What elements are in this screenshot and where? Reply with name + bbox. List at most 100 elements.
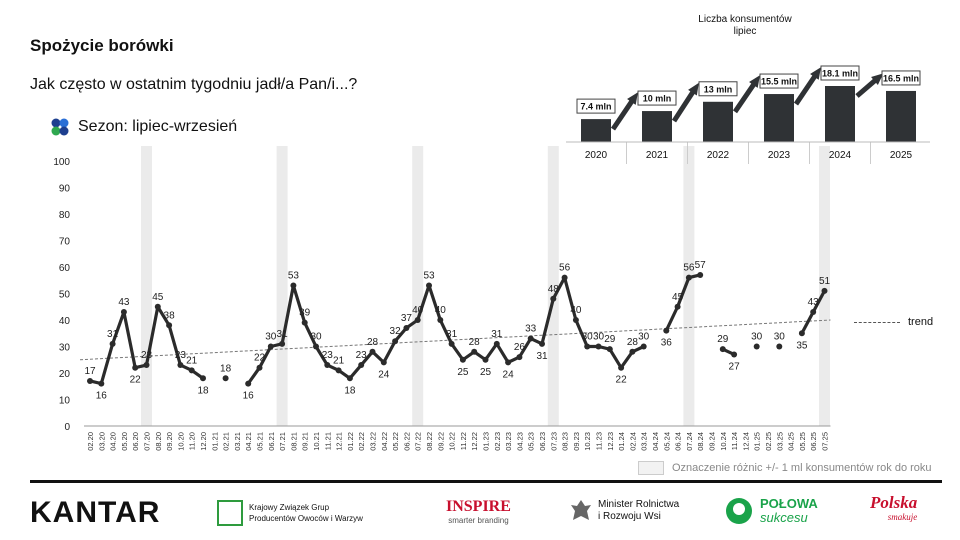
inset-bar-value: 18.1 mln	[822, 69, 858, 79]
x-tick-label: 05.25	[798, 432, 807, 451]
y-tick-label: 30	[59, 343, 71, 354]
trend-legend-line	[854, 321, 900, 323]
data-label: 40	[435, 305, 447, 316]
x-tick-label: 05.24	[662, 432, 671, 451]
x-tick-label: 10.20	[176, 432, 185, 451]
x-tick-label: 01.25	[753, 432, 762, 451]
x-tick-label: 06.23	[538, 432, 547, 451]
inset-bar-label-box	[881, 70, 921, 86]
inset-category-label: 2020	[585, 150, 608, 161]
data-label: 31	[107, 329, 119, 340]
data-label: 53	[423, 271, 435, 282]
data-point	[380, 359, 387, 366]
highlight-legend-label: Oznaczenie różnic +/- 1 ml konsumentów r…	[672, 462, 932, 474]
x-tick-label: 01.24	[617, 432, 626, 451]
data-point	[313, 343, 319, 350]
data-label: 31	[491, 329, 503, 340]
page-title: Spożycie borówki	[30, 36, 174, 55]
inset-bar	[886, 90, 916, 142]
inset-bar-value: 7.4 mln	[580, 102, 611, 112]
x-tick-label: 04.24	[651, 432, 660, 451]
x-tick-label: 02.24	[628, 432, 637, 451]
data-label: 30	[774, 332, 786, 343]
data-point	[335, 367, 342, 374]
data-point	[392, 338, 399, 345]
x-tick-label: 08.21	[289, 432, 298, 451]
data-point	[629, 348, 636, 355]
inspire-logo: INSPIRE smarter branding	[446, 498, 511, 525]
data-point	[87, 377, 93, 384]
kzg-line1: Krajowy Związek Grup	[249, 503, 330, 512]
y-tick-label: 50	[59, 290, 71, 301]
inset-arrow-head	[749, 75, 760, 88]
inset-arrow-shaft	[793, 71, 820, 106]
y-tick-label: 90	[59, 184, 71, 195]
inset-category-label: 2023	[768, 150, 791, 161]
x-tick-label: 08.22	[425, 432, 434, 451]
data-point	[674, 303, 681, 310]
x-tick-label: 02.21	[222, 432, 231, 451]
data-label: 21	[186, 355, 198, 366]
data-label: 57	[695, 260, 707, 271]
data-point	[222, 375, 229, 382]
inset-arrow-shaft	[610, 96, 637, 131]
data-label: 23	[141, 350, 153, 361]
data-label: 40	[570, 305, 582, 316]
inset-bar-value: 15.5 mln	[761, 77, 797, 87]
data-point	[561, 274, 568, 281]
inset-category-label: 2022	[707, 150, 730, 161]
data-label: 33	[525, 324, 537, 335]
data-point	[482, 356, 489, 363]
data-point	[143, 362, 150, 369]
data-label: 30	[638, 332, 650, 343]
y-tick-label: 40	[59, 316, 71, 327]
x-tick-label: 03.20	[97, 432, 106, 451]
data-label: 25	[457, 367, 469, 378]
data-point	[109, 340, 116, 347]
x-tick-label: 11.21	[323, 432, 332, 450]
data-label: 51	[819, 276, 831, 287]
data-point	[279, 340, 286, 347]
data-label: 22	[130, 375, 142, 386]
data-point	[584, 343, 591, 350]
blueberry-icon	[51, 118, 69, 136]
x-tick-label: 09.22	[436, 432, 445, 451]
polowa-line2: sukcesu	[760, 510, 808, 525]
data-point	[527, 335, 534, 342]
data-label: 26	[514, 342, 526, 353]
x-tick-label: 06.20	[131, 432, 140, 451]
highlight-legend: Oznaczenie różnic +/- 1 ml konsumentów r…	[638, 461, 932, 475]
x-tick-label: 01.23	[482, 432, 491, 451]
x-tick-label: 07.25	[821, 432, 830, 451]
data-label: 56	[559, 263, 571, 274]
data-label: 28	[469, 337, 481, 348]
ministry-line2: i Rozwoju Wsi	[598, 511, 661, 522]
kzg-logo-icon	[217, 500, 243, 526]
data-label: 56	[683, 263, 695, 274]
x-tick-label: 12.20	[199, 432, 208, 451]
y-tick-label: 100	[53, 157, 70, 168]
data-label: 45	[152, 292, 164, 303]
data-label: 38	[164, 310, 176, 321]
x-tick-label: 04.20	[109, 432, 118, 451]
page-subtitle: Jak często w ostatnim tygodniu jadł/a Pa…	[30, 76, 358, 93]
x-tick-label: 06.25	[809, 432, 818, 451]
x-tick-label: 02.22	[357, 432, 366, 451]
data-label: 16	[96, 391, 108, 402]
data-label: 23	[322, 350, 334, 361]
data-label: 18	[220, 363, 232, 374]
data-label: 31	[446, 329, 458, 340]
data-label: 25	[480, 367, 492, 378]
data-label: 39	[299, 308, 311, 319]
data-point	[516, 354, 523, 361]
kzg-line2: Producentów Owoców i Warzyw	[249, 514, 363, 523]
inset-title-text: Liczba konsumentów	[698, 14, 792, 25]
data-label: 22	[616, 375, 628, 386]
x-tick-label: 12.23	[606, 432, 615, 451]
inset-chart-title: Liczba konsumentów lipiec	[690, 14, 800, 38]
x-tick-label: 03.22	[369, 432, 378, 451]
data-label: 29	[717, 334, 729, 345]
data-label: 43	[118, 297, 130, 308]
inset-arrow-head	[627, 92, 638, 105]
data-point	[166, 322, 173, 329]
